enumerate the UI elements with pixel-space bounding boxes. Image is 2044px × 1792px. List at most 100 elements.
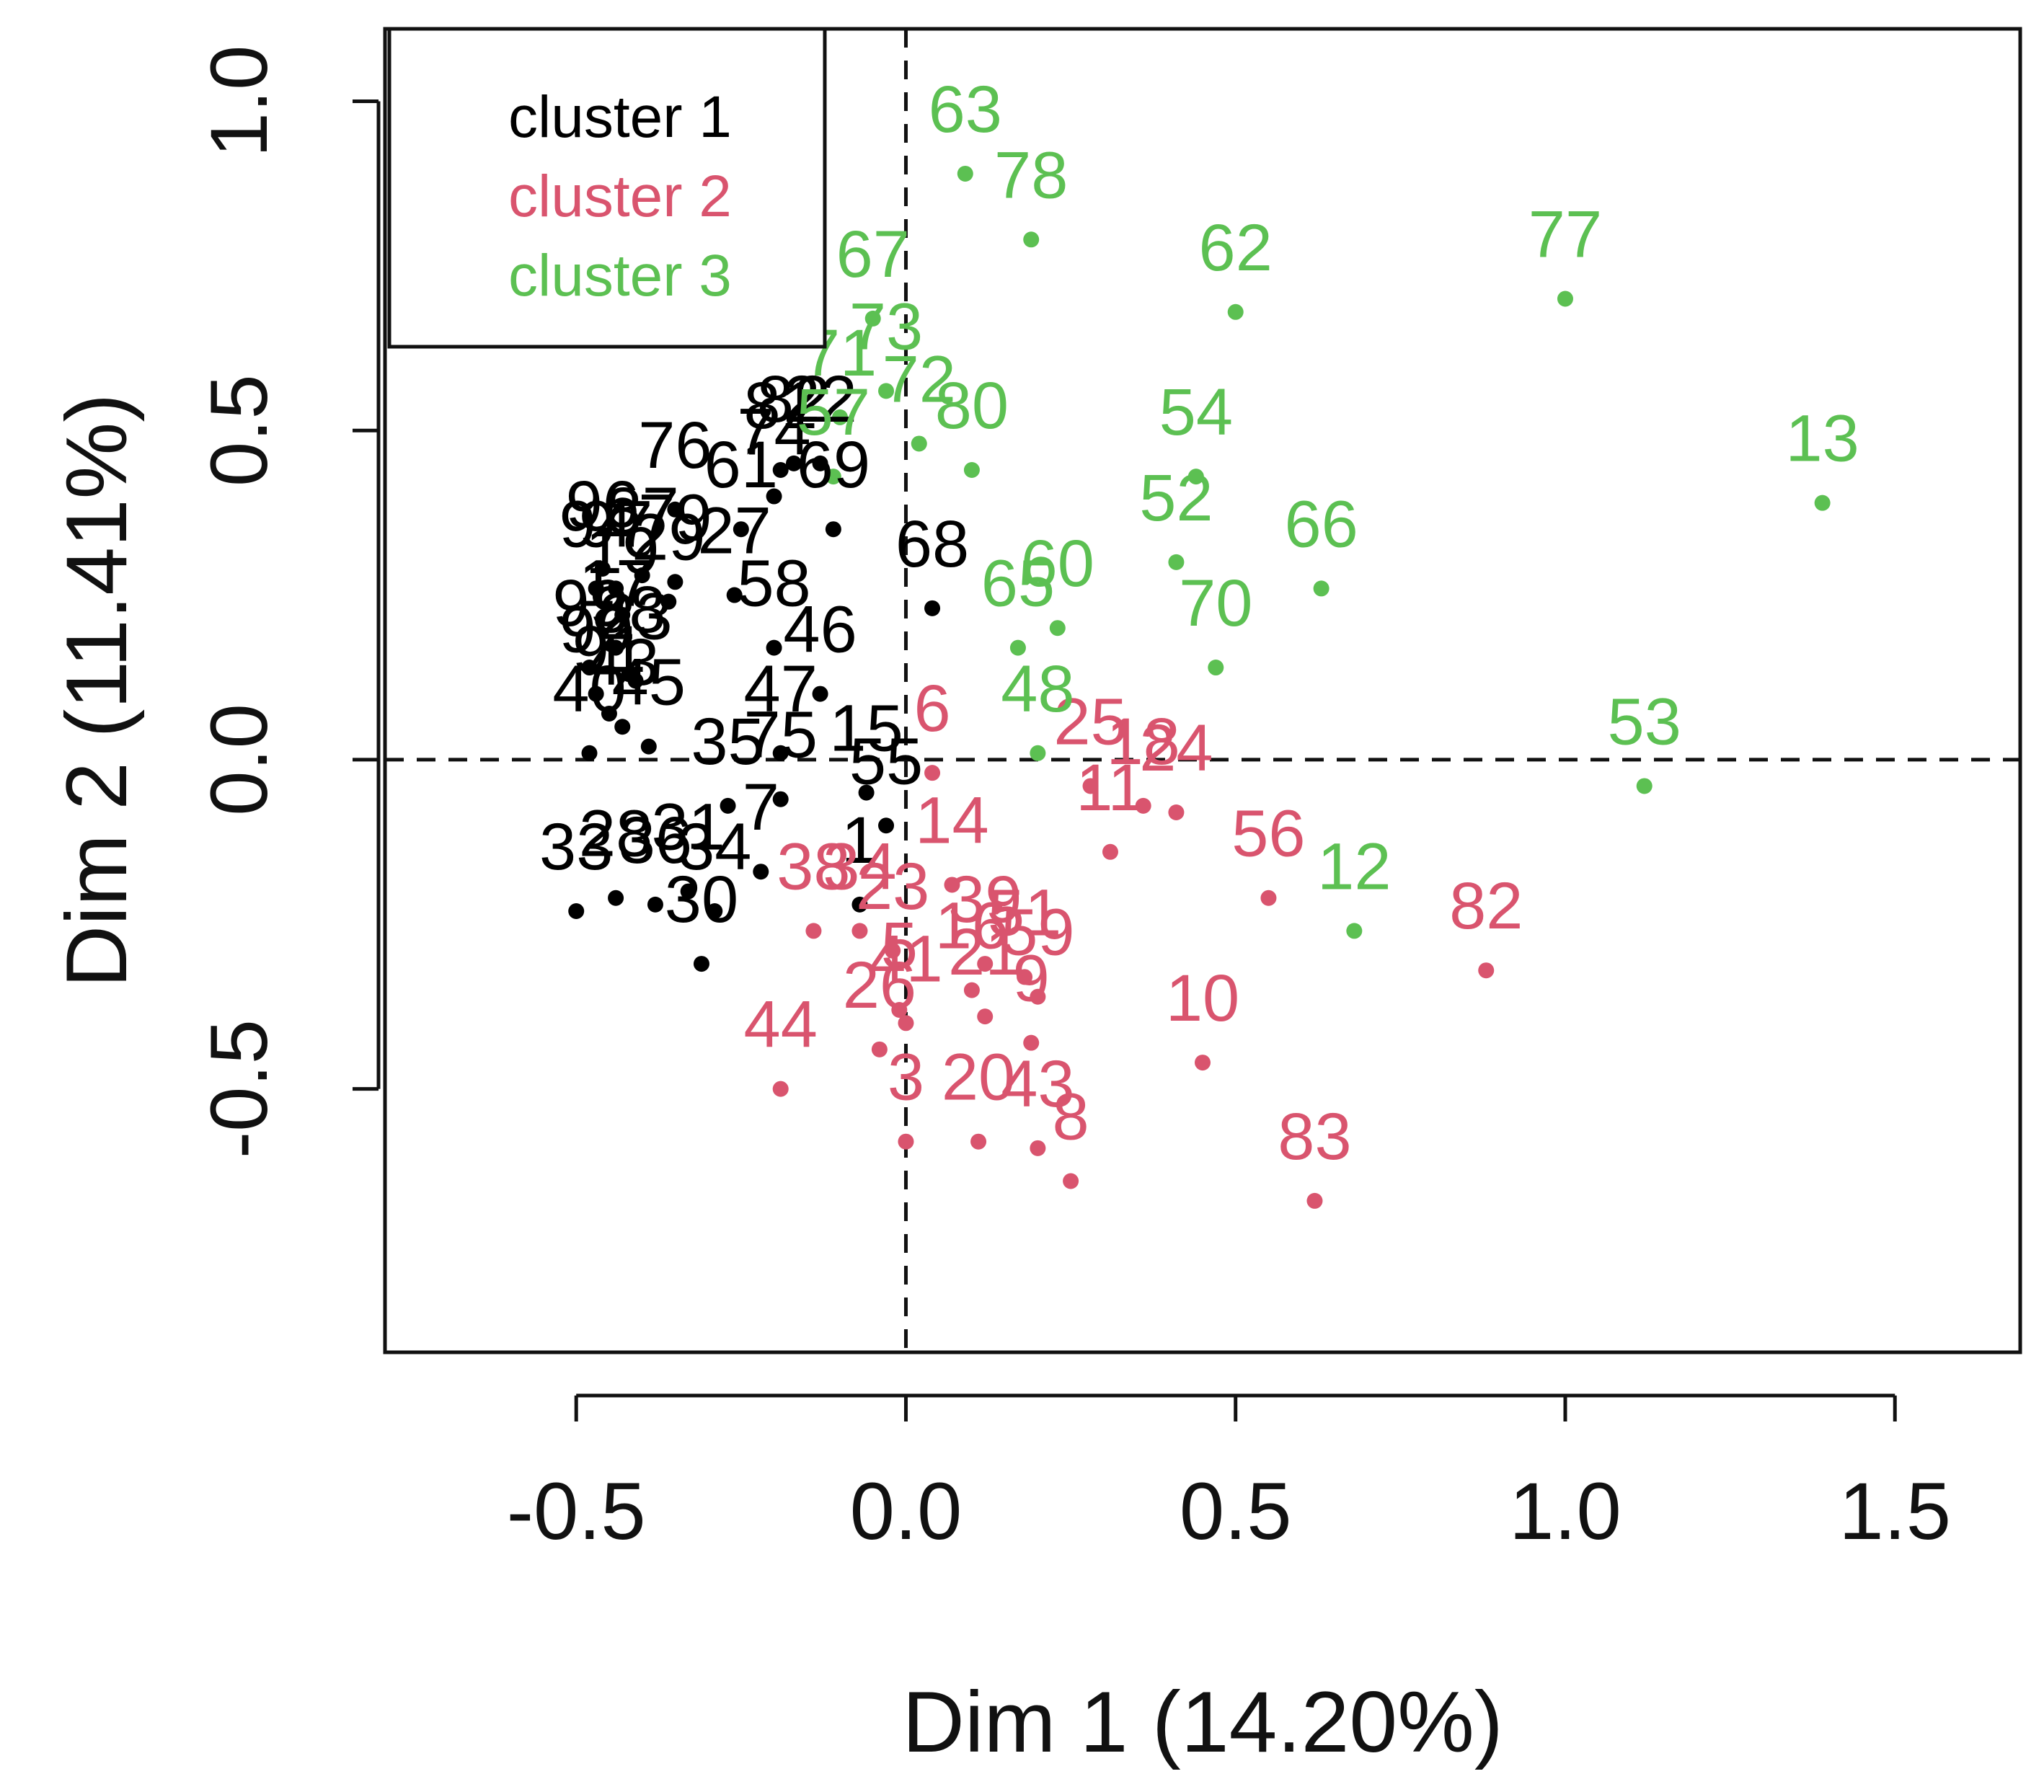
point-label-1-15: 15 — [829, 692, 903, 766]
point-label-3-62: 62 — [1199, 211, 1273, 285]
point-1-22 — [812, 455, 828, 471]
point-1-31 — [680, 883, 696, 900]
point-label-3-13: 13 — [1785, 402, 1859, 476]
point-label-2-20: 20 — [942, 1041, 1015, 1114]
point-label-3-65: 65 — [981, 547, 1055, 621]
point-label-1-7: 7 — [743, 771, 779, 844]
point-label-2-10: 10 — [1166, 962, 1239, 1035]
x-tick-label: 1.5 — [1839, 1466, 1951, 1556]
point-3-65 — [1009, 639, 1026, 656]
point-2-14 — [944, 877, 960, 893]
point-label-1-94: 94 — [559, 487, 632, 561]
point-2-56 — [1260, 890, 1277, 906]
point-1-19 — [614, 606, 631, 623]
point-2-51 — [1017, 969, 1033, 985]
point-label-1-96: 96 — [566, 468, 640, 541]
point-1-47 — [772, 745, 789, 761]
point-2-23 — [885, 942, 901, 959]
point-3-48 — [1030, 745, 1046, 761]
point-label-3-63: 63 — [929, 73, 1002, 146]
point-1-68 — [924, 600, 941, 616]
x-tick-label: 0.5 — [1180, 1466, 1292, 1556]
point-1-40 — [581, 745, 598, 761]
point-label-1-91: 91 — [572, 613, 646, 686]
point-2-39 — [977, 956, 994, 972]
point-label-2-83: 83 — [1278, 1100, 1351, 1174]
point-label-1-61: 61 — [704, 428, 778, 502]
point-label-1-76: 76 — [638, 409, 712, 482]
point-1-46 — [812, 686, 828, 702]
point-1-58 — [766, 639, 782, 656]
y-axis-title: Dim 2 (11.41%) — [48, 394, 145, 988]
point-label-1-22: 22 — [783, 363, 857, 436]
point-label-2-5: 5 — [881, 909, 918, 983]
point-1-88 — [621, 666, 637, 683]
point-label-2-6: 6 — [913, 672, 950, 745]
point-label-1-34: 34 — [678, 810, 751, 884]
point-label-1-33: 33 — [539, 810, 613, 884]
legend-label-cluster-3: cluster 3 — [508, 243, 732, 309]
x-tick-label: 0.0 — [850, 1466, 963, 1556]
point-1-79 — [667, 574, 683, 590]
point-3-73 — [878, 383, 895, 399]
point-label-3-57: 57 — [797, 376, 870, 449]
reference-lines — [385, 29, 2020, 1352]
point-2-11 — [1102, 843, 1118, 860]
point-label-1-69: 69 — [797, 428, 870, 502]
point-label-2-38: 38 — [777, 830, 850, 903]
point-label-1-23: 23 — [598, 580, 672, 653]
point-3-70 — [1208, 660, 1224, 676]
point-2-10 — [1195, 1055, 1211, 1071]
point-2-38 — [805, 923, 822, 939]
point-3-66 — [1313, 580, 1330, 597]
x-axis-title: Dim 1 (14.20%) — [902, 1674, 1503, 1770]
point-label-1-40: 40 — [552, 652, 626, 726]
point-label-1-30: 30 — [665, 863, 738, 936]
point-label-3-66: 66 — [1284, 487, 1358, 561]
point-label-1-68: 68 — [895, 507, 969, 581]
point-3-60 — [1049, 620, 1066, 636]
point-2-9 — [1023, 1034, 1040, 1051]
point-2-25 — [1082, 778, 1099, 794]
point-label-2-11: 11 — [1076, 751, 1145, 825]
point-label-1-99: 99 — [552, 567, 626, 640]
point-3-54 — [1187, 469, 1204, 485]
point-3-63 — [957, 165, 973, 182]
point-3-12 — [1346, 923, 1363, 939]
point-2-44 — [772, 1081, 789, 1097]
point-label-1-58: 58 — [737, 547, 810, 621]
point-1-97 — [608, 580, 624, 597]
point-1-87 — [634, 567, 650, 584]
point-2-34 — [851, 923, 868, 939]
point-2-59 — [1030, 988, 1046, 1005]
point-label-2-39: 39 — [948, 863, 1022, 936]
point-1-75 — [772, 791, 789, 807]
point-label-1-97: 97 — [579, 487, 652, 561]
point-2-18 — [1135, 797, 1151, 814]
point-label-2-24: 24 — [1139, 711, 1213, 785]
point-label-3-70: 70 — [1179, 567, 1252, 640]
point-3-53 — [1636, 778, 1653, 794]
point-1-74 — [766, 488, 782, 505]
point-3-80 — [963, 462, 980, 478]
point-label-2-8: 8 — [1053, 1081, 1089, 1154]
point-label-2-34: 34 — [823, 830, 896, 903]
point-1-34 — [707, 903, 723, 919]
point-2-8 — [1063, 1173, 1079, 1189]
y-tick-label: 1.0 — [194, 45, 284, 158]
legend-label-cluster-1: cluster 1 — [508, 84, 732, 150]
point-3-71 — [832, 409, 849, 425]
y-tick-label: 0.5 — [194, 374, 284, 487]
point-2-20 — [970, 1133, 987, 1150]
legend-box — [387, 27, 827, 349]
point-2-6 — [924, 765, 941, 781]
point-3-67 — [864, 310, 881, 327]
point-1-94 — [588, 580, 604, 597]
point-label-3-78: 78 — [994, 138, 1068, 212]
point-2-21 — [977, 1008, 994, 1025]
point-label-3-54: 54 — [1159, 376, 1233, 449]
point-label-1-28: 28 — [579, 797, 652, 871]
point-label-2-26: 26 — [843, 949, 916, 1022]
